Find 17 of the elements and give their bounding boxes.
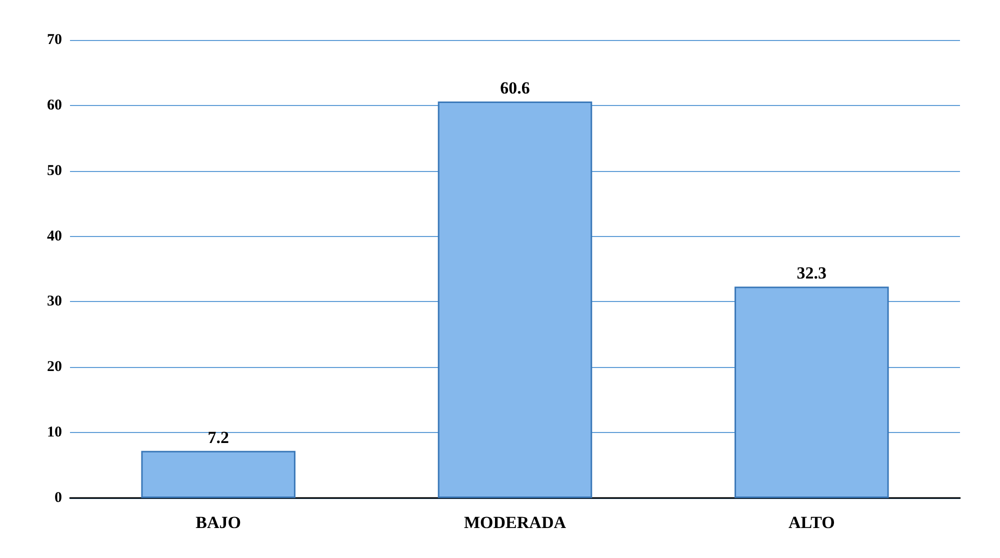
y-tick-label: 0 [54, 490, 62, 506]
y-tick-label: 10 [47, 424, 62, 441]
bar [141, 450, 296, 498]
y-tick-label: 50 [47, 162, 62, 179]
x-tick-label: BAJO [196, 513, 242, 532]
bar [438, 102, 592, 498]
data-label: 32.3 [796, 264, 827, 283]
x-tick-label: MODERADA [464, 513, 567, 532]
y-tick-label: 20 [47, 359, 62, 376]
bar [734, 286, 889, 498]
y-tick-label: 60 [47, 97, 62, 114]
data-label: 60.6 [500, 78, 530, 98]
y-tick-label: 70 [47, 32, 62, 48]
x-tick-label: ALTO [788, 513, 835, 532]
y-tick-label: 30 [47, 294, 62, 310]
data-label: 7.2 [208, 428, 229, 447]
y-tick-label: 40 [47, 228, 62, 244]
